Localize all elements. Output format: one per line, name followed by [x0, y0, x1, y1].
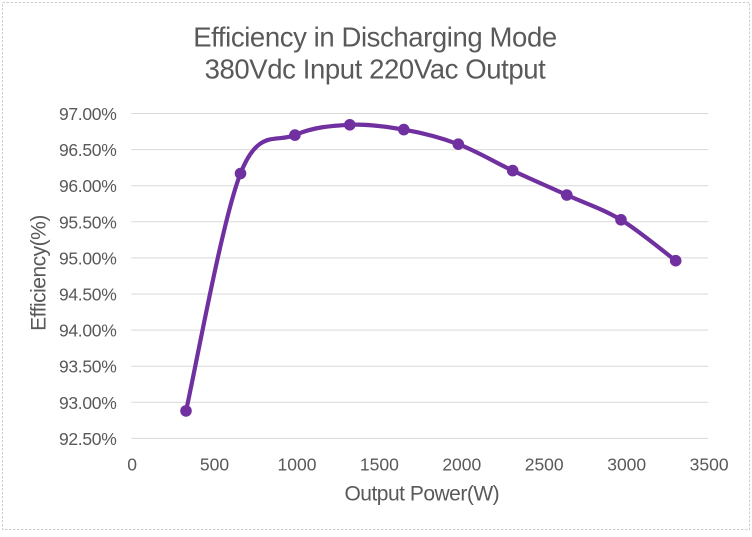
svg-text:96.00%: 96.00%	[59, 176, 117, 196]
svg-text:97.00%: 97.00%	[59, 104, 117, 124]
svg-text:96.50%: 96.50%	[59, 140, 117, 160]
svg-text:1000: 1000	[278, 455, 317, 475]
svg-text:93.00%: 93.00%	[59, 393, 117, 413]
svg-text:94.00%: 94.00%	[59, 321, 117, 341]
svg-text:92.50%: 92.50%	[59, 429, 117, 449]
svg-text:Efficiency(%): Efficiency(%)	[28, 215, 51, 331]
svg-text:Efficiency in Discharging Mode: Efficiency in Discharging Mode	[193, 22, 557, 53]
svg-text:2000: 2000	[442, 455, 481, 475]
svg-text:Output Power(W): Output Power(W)	[344, 483, 499, 506]
svg-text:95.00%: 95.00%	[59, 248, 117, 268]
svg-text:500: 500	[200, 455, 229, 475]
svg-text:1500: 1500	[360, 455, 399, 475]
svg-text:2500: 2500	[525, 455, 564, 475]
svg-text:0: 0	[127, 455, 137, 475]
svg-text:93.50%: 93.50%	[59, 357, 117, 377]
svg-text:3000: 3000	[607, 455, 646, 475]
svg-text:3500: 3500	[690, 455, 729, 475]
svg-text:94.50%: 94.50%	[59, 285, 117, 305]
svg-text:95.50%: 95.50%	[59, 212, 117, 232]
svg-text:380Vdc Input 220Vac Output: 380Vdc Input 220Vac Output	[205, 53, 546, 84]
